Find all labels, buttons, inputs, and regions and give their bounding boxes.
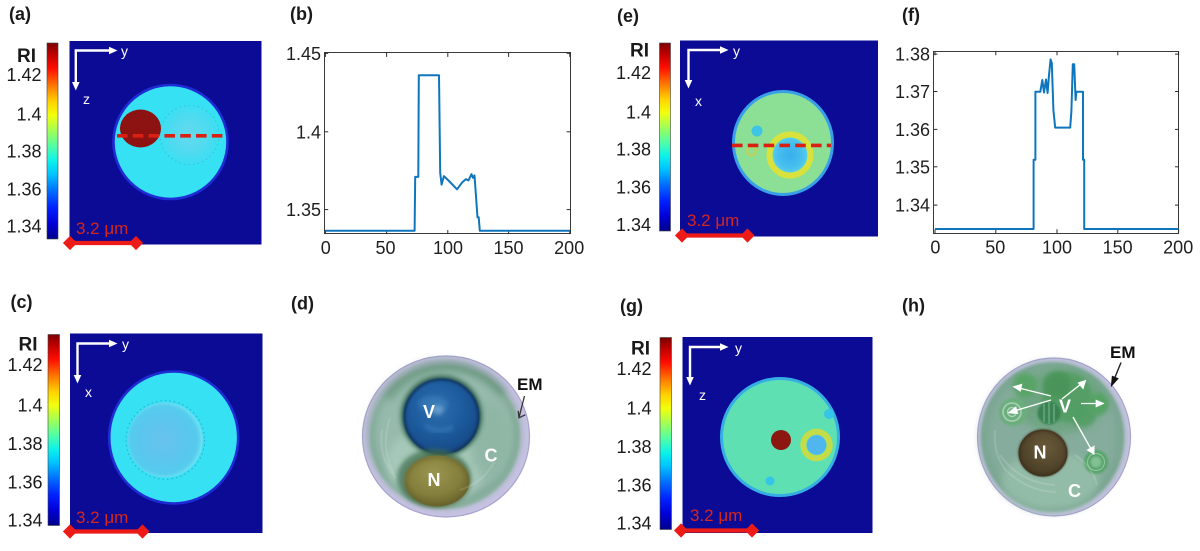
svg-text:y: y: [121, 43, 128, 59]
svg-text:1.36: 1.36: [7, 473, 42, 493]
svg-text:1.36: 1.36: [616, 178, 651, 198]
svg-text:x: x: [695, 93, 702, 109]
svg-text:(c): (c): [11, 292, 33, 312]
svg-text:z: z: [699, 387, 706, 403]
svg-text:1.42: 1.42: [616, 63, 651, 83]
svg-text:C: C: [485, 446, 498, 466]
svg-text:(f): (f): [902, 5, 920, 25]
svg-text:1.4: 1.4: [16, 105, 41, 125]
svg-text:100: 100: [433, 238, 463, 258]
svg-text:0: 0: [930, 238, 940, 258]
svg-text:150: 150: [493, 238, 523, 258]
svg-text:1.34: 1.34: [616, 514, 651, 534]
svg-text:RI: RI: [631, 339, 650, 360]
svg-text:N: N: [428, 470, 441, 490]
svg-text:1.38: 1.38: [7, 434, 42, 454]
svg-text:1.34: 1.34: [895, 196, 930, 216]
svg-text:1.38: 1.38: [895, 45, 930, 65]
svg-text:1.34: 1.34: [6, 217, 41, 237]
svg-text:150: 150: [1103, 238, 1133, 258]
svg-text:y: y: [122, 336, 129, 352]
svg-text:50: 50: [375, 238, 395, 258]
svg-text:N: N: [1034, 443, 1047, 463]
svg-text:1.38: 1.38: [6, 142, 41, 162]
svg-text:1.4: 1.4: [626, 103, 651, 123]
svg-text:V: V: [1059, 397, 1071, 417]
svg-text:1.4: 1.4: [17, 396, 42, 416]
svg-text:0: 0: [321, 238, 331, 258]
svg-text:1.42: 1.42: [7, 355, 42, 375]
svg-text:(a): (a): [9, 4, 31, 24]
svg-text:200: 200: [554, 238, 584, 258]
svg-text:1.36: 1.36: [895, 120, 930, 140]
svg-text:z: z: [83, 91, 90, 107]
svg-text:1.35: 1.35: [895, 157, 930, 177]
svg-text:y: y: [735, 340, 742, 356]
svg-text:(h): (h): [902, 296, 925, 316]
svg-text:3.2 μm: 3.2 μm: [687, 211, 739, 230]
svg-text:1.36: 1.36: [616, 476, 651, 496]
svg-text:3.2 μm: 3.2 μm: [76, 219, 128, 238]
svg-text:1.4: 1.4: [296, 122, 321, 142]
svg-text:x: x: [85, 384, 92, 400]
svg-text:3.2 μm: 3.2 μm: [76, 508, 128, 527]
svg-text:1.34: 1.34: [616, 215, 651, 235]
svg-text:50: 50: [985, 238, 1005, 258]
svg-text:(g): (g): [620, 296, 643, 316]
svg-text:y: y: [733, 43, 740, 59]
svg-text:(e): (e): [617, 6, 639, 26]
svg-text:1.35: 1.35: [286, 200, 321, 220]
svg-text:1.42: 1.42: [616, 359, 651, 379]
svg-text:RI: RI: [17, 46, 36, 67]
svg-text:1.36: 1.36: [6, 180, 41, 200]
svg-text:(d): (d): [291, 294, 314, 314]
svg-text:1.38: 1.38: [616, 437, 651, 457]
svg-text:EM: EM: [1110, 343, 1136, 362]
svg-text:(b): (b): [290, 4, 313, 24]
svg-text:RI: RI: [630, 41, 649, 62]
svg-text:EM: EM: [517, 375, 543, 394]
svg-text:1.38: 1.38: [616, 140, 651, 160]
svg-text:1.37: 1.37: [895, 82, 930, 102]
svg-text:3.2 μm: 3.2 μm: [690, 506, 742, 525]
svg-text:V: V: [423, 402, 435, 422]
svg-text:100: 100: [1042, 238, 1072, 258]
svg-text:1.34: 1.34: [7, 511, 42, 531]
svg-text:C: C: [1068, 481, 1081, 501]
svg-text:200: 200: [1163, 238, 1193, 258]
svg-text:1.4: 1.4: [626, 399, 651, 419]
svg-text:RI: RI: [19, 335, 38, 356]
svg-text:1.42: 1.42: [6, 65, 41, 85]
svg-text:1.45: 1.45: [286, 44, 321, 64]
